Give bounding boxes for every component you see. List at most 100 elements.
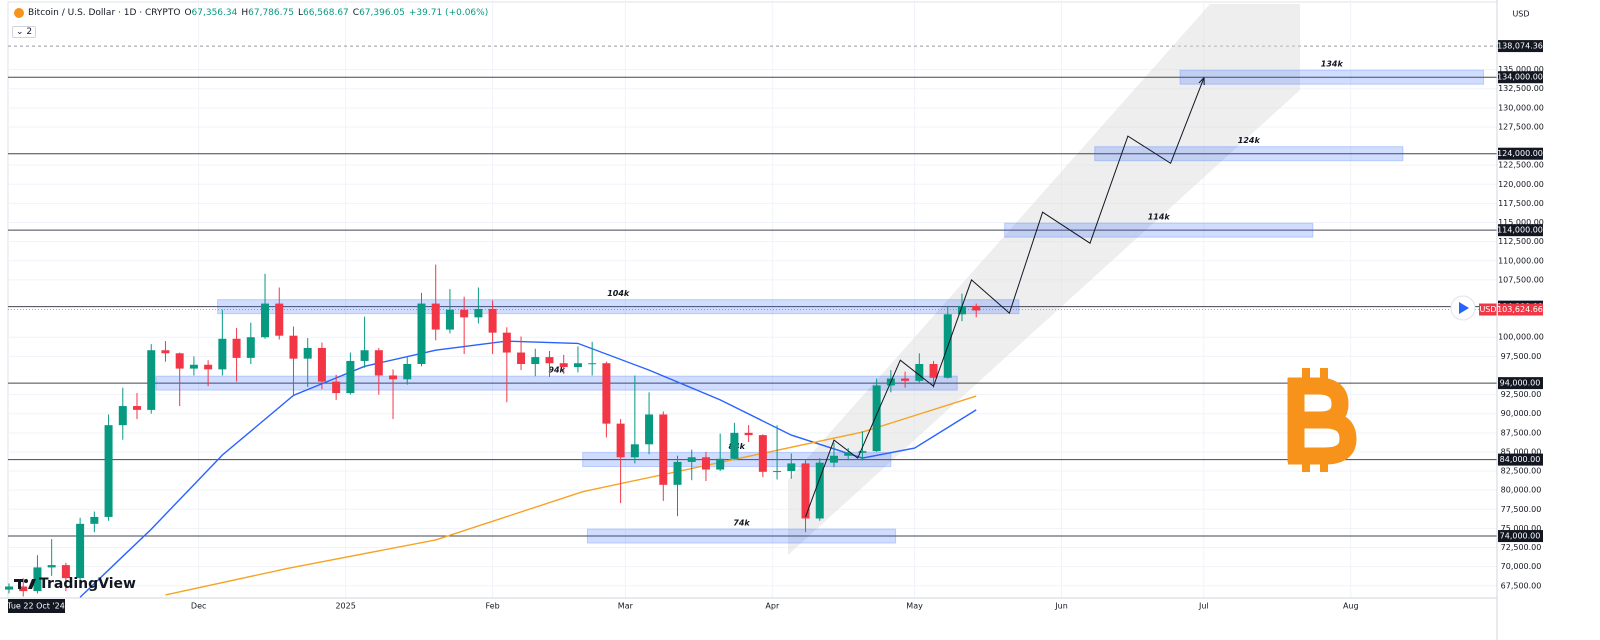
candle-body bbox=[332, 381, 341, 394]
ohlc-key: O bbox=[184, 8, 192, 18]
y-tick-label: 75,000.00 bbox=[1501, 524, 1542, 533]
candle-body bbox=[815, 462, 824, 519]
candle-body bbox=[801, 463, 810, 519]
ohlc-text: 67,396.05 bbox=[359, 8, 405, 18]
candle-body bbox=[829, 455, 838, 463]
candle-body bbox=[929, 364, 938, 378]
candle-body bbox=[673, 461, 682, 485]
x-tick-label: May bbox=[906, 602, 923, 611]
y-tick-label: 70,000.00 bbox=[1501, 562, 1542, 571]
level-tag: 124k bbox=[1238, 136, 1261, 145]
y-tick-label: 90,000.00 bbox=[1501, 409, 1542, 418]
brand-name: TradingView bbox=[39, 576, 136, 592]
candle-body bbox=[275, 303, 284, 336]
y-tick-label: 77,500.00 bbox=[1501, 505, 1542, 514]
logo-b bbox=[1287, 377, 1357, 465]
zones: 134k124k114k104k94k84k74k bbox=[8, 60, 1497, 544]
candle-body bbox=[474, 308, 483, 318]
y-tick-label: 130,000.00 bbox=[1498, 103, 1544, 112]
projection-path bbox=[805, 78, 1204, 518]
brand-icon bbox=[14, 579, 36, 589]
level-zone bbox=[1179, 69, 1485, 85]
x-tick-label: 2025 bbox=[335, 602, 355, 611]
y-tick-label: 80,000.00 bbox=[1501, 486, 1542, 495]
play-icon bbox=[1459, 302, 1469, 314]
candle-body bbox=[246, 337, 255, 358]
projection bbox=[805, 78, 1204, 518]
ohlc-text: 66,568.67 bbox=[302, 8, 349, 18]
candle-body bbox=[374, 350, 383, 376]
candle-body bbox=[204, 364, 213, 370]
logo-bars bbox=[1302, 368, 1328, 472]
candle-body bbox=[858, 451, 867, 453]
grid bbox=[8, 0, 1497, 598]
x-tick-label: Feb bbox=[486, 602, 500, 611]
candle-body bbox=[5, 586, 13, 590]
x-tick-label: Dec bbox=[191, 602, 206, 611]
currency-tag-bg bbox=[1479, 303, 1497, 316]
currency-tag: USD bbox=[1479, 305, 1496, 314]
candle-body bbox=[76, 523, 85, 579]
candle-body bbox=[218, 338, 227, 370]
bitcoin-logo bbox=[1287, 368, 1357, 472]
candle-body bbox=[872, 385, 881, 452]
candle-body bbox=[431, 303, 440, 330]
candle-body bbox=[545, 357, 554, 364]
candle-body bbox=[630, 444, 639, 458]
level-label-bg bbox=[1498, 71, 1543, 84]
candle-body bbox=[346, 360, 355, 394]
y-tick-label: 72,500.00 bbox=[1501, 543, 1542, 552]
y-tick-label: 112,500.00 bbox=[1498, 237, 1544, 246]
x-tick-label: Aug bbox=[1343, 602, 1359, 611]
y-tick-label: 135,000.00 bbox=[1498, 65, 1544, 74]
candle-body bbox=[730, 432, 739, 459]
price-axis: 135,000.00 132,500.00 130,000.00 127,500.00… bbox=[191, 40, 1544, 611]
candle-body bbox=[531, 357, 540, 364]
ohlc-item: C67,396.05 bbox=[353, 8, 405, 18]
x-tick-label: Jun bbox=[1054, 602, 1068, 611]
last-price-label: 103,624.66 bbox=[1497, 305, 1543, 314]
level-zone bbox=[217, 299, 1020, 315]
crosshair-date: Tue 22 Oct '24 bbox=[6, 602, 65, 611]
y-tick-label: 100,000.00 bbox=[1498, 333, 1544, 342]
channel bbox=[788, 4, 1300, 555]
level-tag: 74k bbox=[733, 519, 750, 528]
level-label-bg bbox=[1498, 147, 1543, 160]
candle-body bbox=[716, 458, 725, 470]
level-label-bg bbox=[1498, 377, 1543, 390]
candle-body bbox=[659, 414, 668, 485]
indicator-toggle[interactable]: ⌄ 2 bbox=[12, 26, 37, 38]
candle-body bbox=[104, 425, 113, 517]
symbol-title: Bitcoin / U.S. Dollar · 1D · CRYPTO bbox=[28, 8, 181, 18]
candle-body bbox=[360, 350, 369, 361]
y-tick-label: 122,500.00 bbox=[1498, 161, 1544, 170]
y-tick-label: 82,500.00 bbox=[1501, 467, 1542, 476]
candle-body bbox=[147, 350, 156, 410]
candle-body bbox=[47, 565, 56, 568]
candle-body bbox=[502, 332, 511, 353]
symbol-legend: Bitcoin / U.S. Dollar · 1D · CRYPTO O 67,… bbox=[14, 8, 488, 18]
candle-body bbox=[389, 375, 398, 380]
candle-body bbox=[517, 352, 526, 364]
y-tick-label: 132,500.00 bbox=[1498, 84, 1544, 93]
candle-body bbox=[189, 364, 198, 369]
candle-body bbox=[460, 309, 469, 318]
ohlc-item: H67,786.75 bbox=[241, 8, 294, 18]
indicator-count: 2 bbox=[26, 27, 33, 37]
crosshair-date-bg bbox=[8, 599, 65, 613]
candle-body bbox=[744, 432, 753, 436]
candle-body bbox=[687, 457, 696, 462]
candle-body bbox=[289, 335, 298, 359]
y-tick-label: 107,500.00 bbox=[1498, 275, 1544, 284]
ohlc-item: L66,568.67 bbox=[298, 8, 349, 18]
candle-body bbox=[403, 364, 412, 380]
level-tag: 104k bbox=[607, 289, 630, 298]
candle-body bbox=[19, 586, 28, 592]
candle-body bbox=[573, 363, 582, 368]
candle-body bbox=[317, 347, 326, 382]
y-tick-label: 117,500.00 bbox=[1498, 199, 1544, 208]
high-label: 138,074.36 bbox=[1497, 42, 1543, 51]
candle-body bbox=[915, 364, 924, 381]
candle-body bbox=[33, 567, 42, 592]
